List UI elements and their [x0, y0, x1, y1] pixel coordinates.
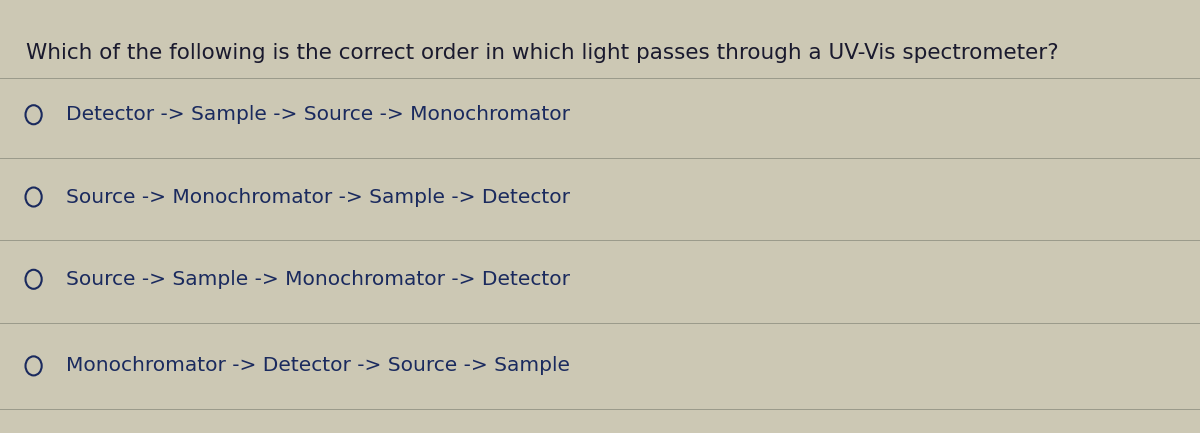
Text: Monochromator -> Detector -> Source -> Sample: Monochromator -> Detector -> Source -> S…	[66, 356, 570, 375]
Text: Detector -> Sample -> Source -> Monochromator: Detector -> Sample -> Source -> Monochro…	[66, 105, 570, 124]
Text: Source -> Sample -> Monochromator -> Detector: Source -> Sample -> Monochromator -> Det…	[66, 270, 570, 289]
Text: Which of the following is the correct order in which light passes through a UV-V: Which of the following is the correct or…	[26, 43, 1060, 63]
Text: Source -> Monochromator -> Sample -> Detector: Source -> Monochromator -> Sample -> Det…	[66, 187, 570, 207]
